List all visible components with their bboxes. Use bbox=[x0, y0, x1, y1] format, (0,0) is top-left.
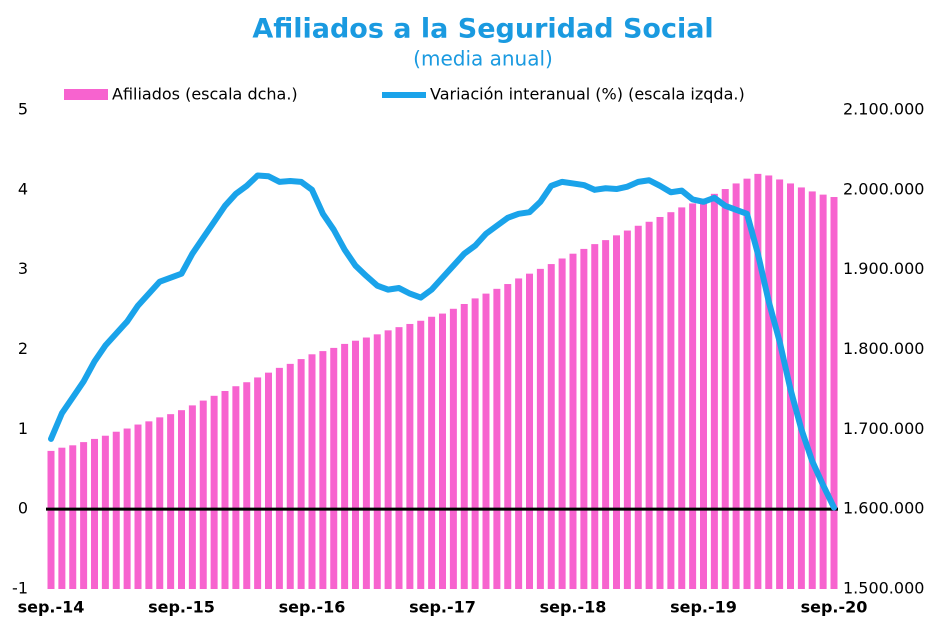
bar bbox=[623, 230, 631, 589]
bar bbox=[613, 235, 620, 590]
bar bbox=[199, 400, 207, 589]
bar bbox=[700, 198, 707, 590]
bar bbox=[678, 207, 686, 589]
x-tick-label: sep.-20 bbox=[801, 598, 868, 617]
y2-tick-label: 1.700.000 bbox=[843, 419, 924, 438]
x-tick-label: sep.-16 bbox=[279, 598, 346, 617]
chart-title: Afiliados a la Seguridad Social bbox=[252, 14, 713, 45]
y-tick-label: 3 bbox=[18, 259, 28, 278]
x-tick-label: sep.-19 bbox=[670, 598, 737, 617]
bar bbox=[297, 359, 305, 589]
legend-label: Afiliados (escala dcha.) bbox=[112, 85, 298, 104]
x-tick-label: sep.-17 bbox=[409, 598, 476, 617]
legend-swatch bbox=[64, 89, 108, 100]
bar bbox=[689, 203, 697, 589]
y2-tick-label: 1.600.000 bbox=[843, 499, 924, 518]
bar bbox=[341, 343, 349, 589]
bar bbox=[417, 320, 425, 589]
bar bbox=[602, 240, 610, 589]
bar bbox=[797, 187, 805, 589]
bar bbox=[210, 395, 218, 589]
bar bbox=[286, 363, 294, 589]
bar bbox=[428, 316, 436, 589]
bar bbox=[91, 438, 98, 589]
bar bbox=[591, 244, 599, 589]
y-tick-label: 4 bbox=[18, 179, 28, 198]
bar bbox=[754, 173, 762, 589]
bar bbox=[493, 288, 501, 589]
bar bbox=[69, 445, 77, 589]
bar bbox=[243, 382, 251, 589]
bar bbox=[395, 327, 403, 589]
bar bbox=[645, 221, 653, 589]
bar bbox=[178, 410, 185, 589]
y2-tick-label: 1.500.000 bbox=[843, 579, 924, 598]
bar bbox=[47, 450, 55, 589]
bar bbox=[352, 340, 359, 589]
bar bbox=[406, 323, 414, 589]
bar bbox=[721, 189, 729, 589]
chart-subtitle: (media anual) bbox=[413, 47, 553, 71]
bar bbox=[667, 212, 675, 590]
bar bbox=[460, 303, 468, 589]
bar bbox=[504, 284, 512, 589]
bar bbox=[710, 193, 718, 589]
bar bbox=[471, 298, 479, 589]
bar bbox=[819, 194, 827, 589]
bar bbox=[743, 178, 751, 589]
bar bbox=[145, 421, 153, 589]
bar bbox=[580, 248, 588, 589]
bar bbox=[275, 367, 283, 589]
bar bbox=[167, 414, 175, 589]
bar bbox=[221, 391, 229, 589]
x-tick-label: sep.-14 bbox=[18, 598, 85, 617]
bar bbox=[656, 216, 664, 589]
bar bbox=[449, 308, 457, 589]
y-tick-label: 2 bbox=[18, 339, 28, 358]
bar bbox=[732, 183, 740, 590]
x-tick-label: sep.-18 bbox=[540, 598, 607, 617]
y-tick-label: -1 bbox=[12, 579, 28, 598]
bar bbox=[526, 273, 533, 589]
bar bbox=[558, 258, 566, 589]
bar bbox=[765, 175, 773, 590]
bar bbox=[58, 447, 66, 589]
bar bbox=[634, 225, 642, 589]
y-tick-label: 1 bbox=[18, 419, 28, 438]
legend-label: Variación interanual (%) (escala izqda.) bbox=[430, 85, 745, 104]
bar bbox=[384, 330, 392, 589]
bar bbox=[254, 377, 262, 589]
bar bbox=[808, 191, 816, 589]
bar bbox=[776, 179, 784, 589]
y2-tick-label: 1.800.000 bbox=[843, 339, 924, 358]
bar bbox=[830, 197, 838, 590]
bar bbox=[265, 372, 272, 589]
y2-tick-label: 1.900.000 bbox=[843, 259, 924, 278]
bar bbox=[536, 268, 544, 589]
y2-tick-label: 2.000.000 bbox=[843, 179, 924, 198]
bar bbox=[330, 347, 338, 589]
bar bbox=[547, 264, 555, 589]
bar bbox=[569, 253, 577, 589]
bar bbox=[134, 424, 142, 589]
bar bbox=[439, 313, 446, 589]
bar bbox=[515, 278, 523, 589]
x-tick-label: sep.-15 bbox=[148, 598, 215, 617]
bar bbox=[373, 334, 381, 589]
bar bbox=[308, 354, 316, 589]
bar bbox=[188, 405, 196, 589]
bar bbox=[232, 386, 240, 589]
bar bbox=[101, 435, 109, 589]
bar bbox=[156, 417, 164, 589]
bar bbox=[319, 351, 327, 589]
y-tick-label: 5 bbox=[18, 100, 28, 119]
y2-tick-label: 2.100.000 bbox=[843, 100, 924, 119]
bar bbox=[362, 337, 370, 589]
y-tick-label: 0 bbox=[18, 499, 28, 518]
line bbox=[48, 172, 837, 511]
bar bbox=[482, 293, 490, 589]
bar bbox=[80, 442, 88, 589]
